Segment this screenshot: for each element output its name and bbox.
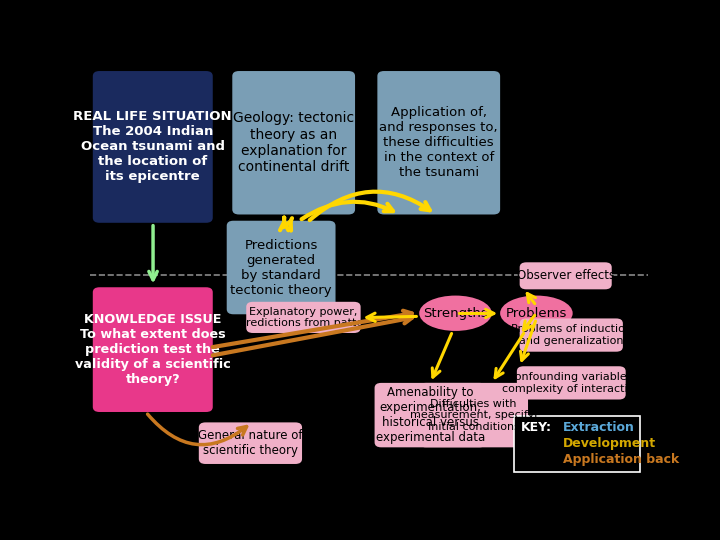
Ellipse shape bbox=[500, 295, 572, 331]
Text: General nature of
scientific theory: General nature of scientific theory bbox=[198, 429, 302, 457]
Text: Predictions
generated
by standard
tectonic theory: Predictions generated by standard tecton… bbox=[230, 239, 332, 296]
FancyBboxPatch shape bbox=[233, 71, 355, 214]
Text: Confounding variables,
complexity of interaction: Confounding variables, complexity of int… bbox=[502, 372, 641, 394]
FancyBboxPatch shape bbox=[374, 383, 486, 447]
FancyBboxPatch shape bbox=[520, 262, 612, 289]
FancyBboxPatch shape bbox=[93, 287, 213, 412]
Text: Amenability to
experimentation,
historical versus
experimental data: Amenability to experimentation, historic… bbox=[376, 386, 485, 444]
Text: Extraction: Extraction bbox=[562, 421, 634, 434]
Text: Explanatory power,
predictions from patter: Explanatory power, predictions from patt… bbox=[239, 307, 368, 328]
Text: Geology: tectonic
theory as an
explanation for
continental drift: Geology: tectonic theory as an explanati… bbox=[233, 111, 354, 174]
Text: Strengths: Strengths bbox=[423, 307, 488, 320]
FancyBboxPatch shape bbox=[227, 221, 336, 314]
Text: KEY:: KEY: bbox=[521, 421, 552, 434]
Text: REAL LIFE SITUATION
The 2004 Indian
Ocean tsunami and
the location of
its epicen: REAL LIFE SITUATION The 2004 Indian Ocea… bbox=[73, 110, 232, 184]
Text: KNOWLEDGE ISSUE
To what extent does
prediction test the
validity of a scientific: KNOWLEDGE ISSUE To what extent does pred… bbox=[75, 313, 230, 386]
Text: Application back: Application back bbox=[562, 454, 679, 467]
FancyBboxPatch shape bbox=[517, 366, 626, 400]
FancyBboxPatch shape bbox=[520, 319, 623, 352]
Text: Difficulties with
measurement, specifyi
Initial conditions: Difficulties with measurement, specifyi … bbox=[410, 399, 537, 431]
FancyBboxPatch shape bbox=[199, 422, 302, 464]
Text: Problems of induction
and generalization: Problems of induction and generalization bbox=[510, 324, 631, 346]
Text: Application of,
and responses to,
these difficulties
in the context of
the tsuna: Application of, and responses to, these … bbox=[379, 106, 498, 179]
Ellipse shape bbox=[419, 295, 492, 331]
FancyBboxPatch shape bbox=[377, 71, 500, 214]
FancyBboxPatch shape bbox=[419, 383, 528, 447]
FancyBboxPatch shape bbox=[246, 302, 361, 333]
Text: Observer effects: Observer effects bbox=[517, 269, 615, 282]
Text: Problems: Problems bbox=[505, 307, 567, 320]
Text: Development: Development bbox=[562, 437, 656, 450]
FancyBboxPatch shape bbox=[93, 71, 213, 223]
Bar bbox=[514, 416, 639, 472]
